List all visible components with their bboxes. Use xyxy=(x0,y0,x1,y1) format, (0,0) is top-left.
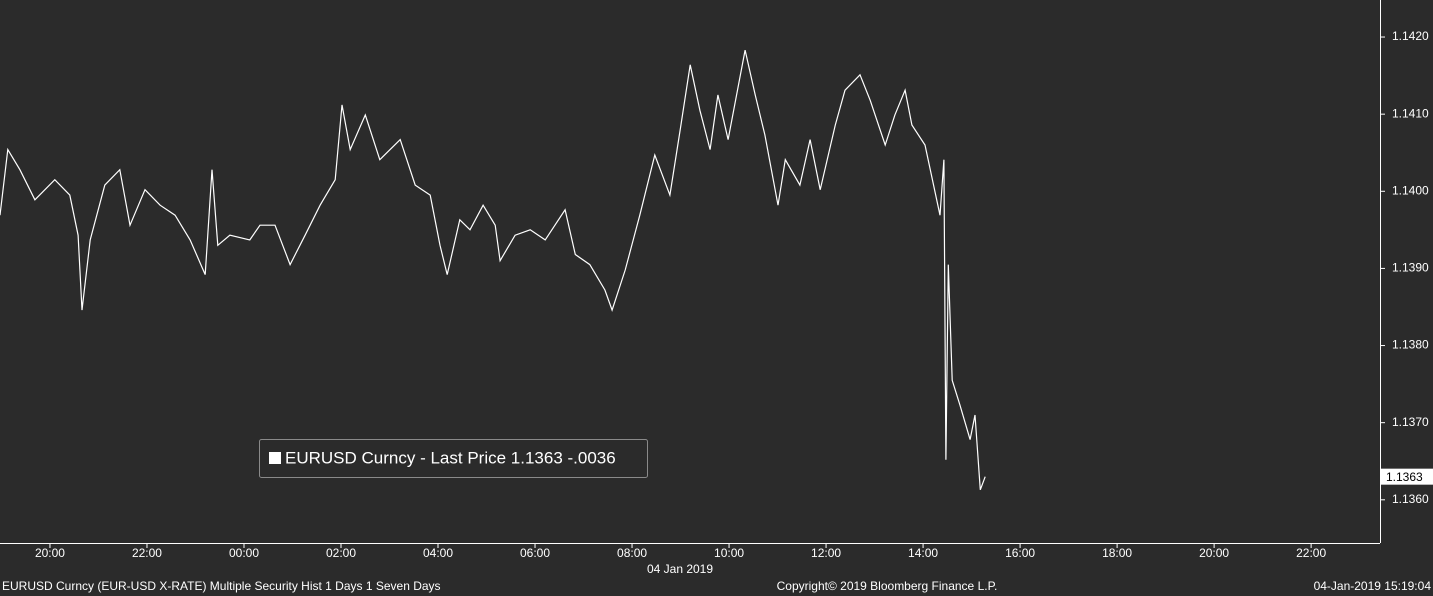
legend-box xyxy=(259,439,648,478)
x-tick-label: 08:00 xyxy=(617,546,647,560)
y-tick-label: 1.1360 xyxy=(1392,492,1429,506)
y-tick-label: 1.1420 xyxy=(1392,29,1429,43)
footer-left: EURUSD Curncy (EUR-USD X-RATE) Multiple … xyxy=(2,579,441,593)
legend-label: EURUSD Curncy - Last Price 1.1363 -.0036 xyxy=(285,448,616,467)
x-tick-label: 00:00 xyxy=(229,546,259,560)
x-tick-label: 10:00 xyxy=(714,546,744,560)
x-tick-label: 06:00 xyxy=(520,546,550,560)
legend: EURUSD Curncy - Last Price 1.1363 -.0036 xyxy=(259,439,648,478)
x-tick-label: 14:00 xyxy=(908,546,938,560)
x-tick-label: 02:00 xyxy=(326,546,356,560)
last-price-tag xyxy=(1381,468,1433,485)
last-price-label: 1.1363 xyxy=(1386,470,1423,484)
x-tick-label: 04:00 xyxy=(423,546,453,560)
y-tick-label: 1.1380 xyxy=(1392,338,1429,352)
x-tick-label: 12:00 xyxy=(811,546,841,560)
x-tick-label: 20:00 xyxy=(1199,546,1229,560)
x-tick-label: 18:00 xyxy=(1102,546,1132,560)
x-tick-label: 16:00 xyxy=(1005,546,1035,560)
y-tick-label: 1.1410 xyxy=(1392,106,1429,120)
footer-right: 04-Jan-2019 15:19:04 xyxy=(1314,579,1432,593)
y-tick-label: 1.1370 xyxy=(1392,415,1429,429)
x-date-label: 04 Jan 2019 xyxy=(647,562,713,576)
y-tick-label: 1.1390 xyxy=(1392,261,1429,275)
x-tick-label: 22:00 xyxy=(132,546,162,560)
footer-center: Copyright© 2019 Bloomberg Finance L.P. xyxy=(777,579,998,593)
price-line xyxy=(0,49,986,491)
legend-swatch xyxy=(269,452,281,464)
x-tick-label: 22:00 xyxy=(1296,546,1326,560)
x-tick-label: 20:00 xyxy=(35,546,65,560)
y-tick-label: 1.1400 xyxy=(1392,183,1429,197)
